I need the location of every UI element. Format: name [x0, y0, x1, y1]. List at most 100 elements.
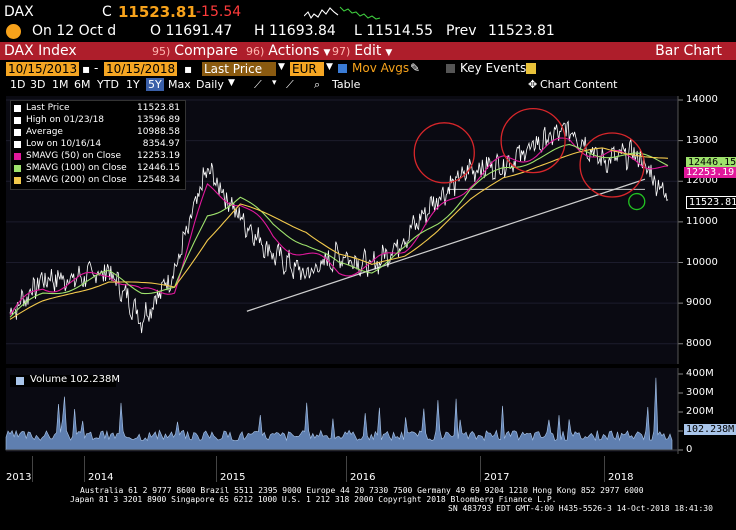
time-axis-label: 2016	[350, 472, 376, 483]
legend-value: 12253.19	[137, 151, 180, 161]
quote-date: On 12 Oct d	[32, 23, 117, 39]
time-axis-label: 2017	[484, 472, 510, 483]
key-events-checkbox[interactable]	[446, 64, 455, 73]
legend-swatch	[14, 153, 21, 160]
price-legend	[10, 100, 186, 190]
chevron-down-icon[interactable]: ▼	[278, 62, 285, 72]
last-price-tag: 11523.81	[686, 196, 736, 209]
last-label: C	[102, 4, 112, 20]
pencil-icon[interactable]: ✎	[410, 61, 421, 75]
price-tick-label: 10000	[686, 256, 718, 268]
period-max[interactable]: Max	[168, 78, 191, 91]
security-name: DAX Index	[4, 43, 77, 59]
period-5y[interactable]: 5Y	[146, 78, 164, 91]
key-events-label[interactable]: Key Events	[460, 61, 527, 75]
footer-session: SN 483793 EDT GMT-4:00 H435-5526-3 14-Oc…	[448, 504, 713, 513]
sma-line-100	[9, 143, 669, 318]
line-tool-icon[interactable]: ⟋	[254, 78, 262, 91]
compare-label: Compare	[174, 43, 238, 59]
chevron-down-icon[interactable]: ▼	[228, 78, 235, 88]
calendar-icon[interactable]: ▪	[82, 62, 91, 76]
chart-content-button[interactable]: Chart Content	[540, 78, 618, 91]
settings-icon[interactable]: ✥	[528, 78, 538, 91]
annotation-circle	[628, 192, 646, 211]
edit-menu[interactable]: 97) Edit ▼	[332, 42, 392, 60]
price-tick-label: 12000	[686, 175, 718, 187]
period-6m[interactable]: 6M	[74, 78, 91, 91]
chevron-down-icon: ▼	[323, 48, 331, 58]
toolbar-periods: 1D 3D 1M 6M YTD 1Y 5Y Max Daily ▼ ⟋ ▾ ⟋ …	[0, 78, 736, 94]
ticker: DAX	[4, 4, 34, 20]
time-axis-label: 2015	[220, 472, 246, 483]
actions-menu[interactable]: 96) Actions ▼	[246, 42, 330, 60]
price-tick-label: 14000	[686, 94, 718, 105]
frequency-select[interactable]: Daily	[196, 78, 224, 91]
period-3d[interactable]: 3D	[30, 78, 46, 91]
volume-chart	[5, 368, 683, 454]
actions-label: Actions	[268, 43, 320, 59]
price-tick-label: 8000	[686, 337, 712, 349]
footer-copyright: Japan 81 3 3201 8900 Singapore 65 6212 1…	[70, 495, 557, 504]
sma-line-50	[9, 137, 669, 316]
trend-line	[246, 178, 646, 312]
annotation-circle	[413, 122, 475, 184]
legend-swatch	[14, 165, 21, 172]
last-price: 11523.81	[118, 3, 197, 21]
price-tick-label: 13000	[686, 134, 718, 146]
annotation-circle	[579, 132, 645, 198]
time-axis-label: 2018	[608, 472, 634, 483]
toolbar-dates: 10/15/2013 ▪ - 10/15/2018 ▪ Last Price ▼…	[0, 61, 736, 77]
annotate-tool-icon[interactable]: ⟋	[286, 78, 294, 91]
footer-contacts: Australia 61 2 9777 8600 Brazil 5511 239…	[80, 486, 644, 495]
volume-legend	[10, 375, 116, 387]
start-date-field[interactable]: 10/15/2013	[6, 62, 80, 76]
edit-label: Edit	[354, 43, 382, 59]
legend-swatch	[14, 105, 21, 112]
open-price: O 11691.47	[150, 23, 233, 39]
time-axis-tick	[604, 456, 605, 482]
period-1d[interactable]: 1D	[10, 78, 26, 91]
compare-menu[interactable]: 95) Compare	[152, 42, 238, 60]
legend-swatch	[14, 177, 21, 184]
table-button[interactable]: Table	[332, 78, 361, 91]
period-1m[interactable]: 1M	[52, 78, 69, 91]
legend-value: 11523.81	[137, 103, 180, 113]
chevron-down-icon[interactable]: ▼	[326, 62, 333, 72]
field-select[interactable]: Last Price	[202, 62, 276, 76]
time-axis-tick	[216, 456, 217, 482]
actions-shortcut: 96)	[246, 45, 265, 58]
zoom-icon[interactable]: ⌕	[314, 78, 321, 91]
legend-swatch	[14, 117, 21, 124]
time-axis-tick	[84, 456, 85, 482]
prev-label: Prev	[446, 23, 477, 39]
legend-value: 10988.58	[137, 127, 180, 137]
events-icon[interactable]	[526, 63, 536, 74]
time-axis-label: 2014	[88, 472, 114, 483]
legend-value: 13596.89	[137, 115, 180, 125]
mov-avgs-checkbox[interactable]	[338, 64, 347, 73]
volume-legend-label: Volume	[30, 374, 68, 385]
prev-price: 11523.81	[488, 23, 555, 39]
calendar-icon[interactable]: ▪	[184, 62, 193, 76]
quote-row-2: On 12 Oct d O 11691.47 H 11693.84 L 1151…	[0, 22, 736, 40]
edit-shortcut: 97)	[332, 45, 351, 58]
time-axis-label: 2013	[6, 472, 32, 483]
legend-label: Last Price	[26, 103, 70, 113]
mov-avgs-label[interactable]: Mov Avgs	[352, 61, 410, 75]
sma-line-200	[9, 147, 669, 320]
volume-tick-label: 0	[686, 444, 693, 455]
price-chart-icon	[6, 24, 21, 39]
period-1y[interactable]: 1Y	[126, 78, 140, 91]
chart-type-label: Bar Chart	[655, 43, 722, 59]
intraday-sparkline	[304, 6, 381, 20]
period-ytd[interactable]: YTD	[97, 78, 119, 91]
legend-value: 8354.97	[142, 139, 180, 149]
volume-legend-swatch	[16, 377, 24, 385]
time-axis-tick	[346, 456, 347, 482]
currency-select[interactable]: EUR	[290, 62, 324, 76]
legend-label: SMAVG (50) on Close	[26, 151, 121, 161]
price-tick-label: 11000	[686, 215, 718, 227]
legend-value: 12548.34	[137, 175, 180, 185]
end-date-field[interactable]: 10/15/2018	[104, 62, 178, 76]
dropdown-icon[interactable]: ▾	[272, 78, 277, 88]
